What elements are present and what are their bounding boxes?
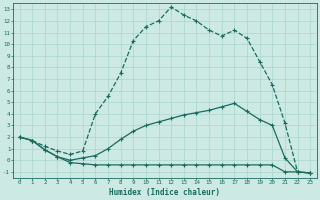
X-axis label: Humidex (Indice chaleur): Humidex (Indice chaleur) [109, 188, 220, 197]
